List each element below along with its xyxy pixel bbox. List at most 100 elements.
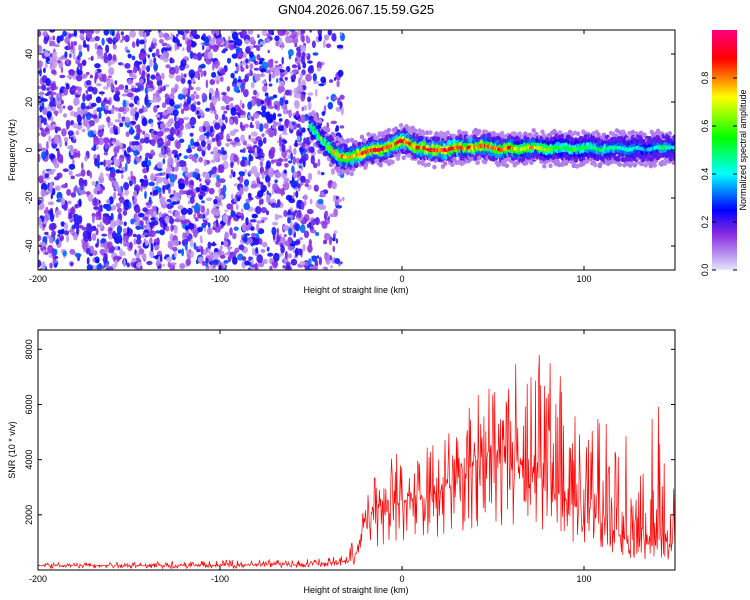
- noise-cell: [42, 169, 46, 177]
- noise-cell: [306, 208, 314, 215]
- noise-cell: [38, 98, 41, 102]
- noise-cell: [43, 67, 46, 74]
- noise-cell: [221, 147, 225, 152]
- signal-cell: [317, 118, 323, 124]
- noise-cell: [174, 218, 181, 223]
- noise-cell: [193, 156, 197, 163]
- noise-cell: [180, 59, 187, 67]
- noise-cell: [142, 232, 149, 236]
- noise-cell: [115, 218, 121, 227]
- noise-cell: [192, 171, 198, 179]
- noise-cell: [150, 173, 155, 182]
- noise-cell: [106, 241, 113, 249]
- signal-cell: [517, 131, 522, 137]
- signal-cell: [531, 128, 536, 133]
- noise-cell: [190, 138, 195, 147]
- noise-cell: [159, 196, 166, 205]
- noise-cell: [131, 55, 136, 61]
- noise-cell: [300, 175, 306, 183]
- noise-cell: [212, 44, 219, 52]
- noise-cell: [287, 209, 292, 216]
- noise-cell: [169, 98, 175, 107]
- noise-cell: [231, 193, 234, 200]
- colorbar: 0.00.20.40.60.8 Normalized spectral ampl…: [700, 30, 748, 276]
- noise-cell: [62, 105, 66, 109]
- noise-cell: [108, 160, 113, 164]
- noise-cell: [95, 96, 102, 104]
- noise-cell: [80, 102, 86, 110]
- noise-cell: [293, 34, 297, 38]
- signal-cell: [450, 162, 455, 168]
- noise-cell: [38, 60, 43, 68]
- noise-cell: [265, 160, 271, 170]
- noise-cell: [292, 156, 296, 165]
- noise-cell: [135, 238, 142, 245]
- noise-cell: [329, 79, 334, 83]
- noise-cell: [267, 59, 274, 68]
- noise-cell: [118, 84, 125, 90]
- noise-cell: [40, 188, 46, 197]
- noise-cell: [160, 72, 165, 80]
- noise-cell: [206, 208, 210, 216]
- noise-cell: [189, 36, 194, 40]
- noise-cell: [77, 69, 83, 76]
- noise-cell: [44, 127, 50, 133]
- noise-cell: [154, 216, 158, 221]
- noise-cell: [313, 184, 319, 192]
- noise-cell: [73, 41, 77, 46]
- noise-cell: [244, 260, 251, 266]
- signal-cell: [563, 161, 569, 166]
- noise-cell: [144, 190, 147, 200]
- noise-cell: [320, 172, 325, 176]
- noise-cell: [162, 158, 166, 165]
- noise-cell: [164, 215, 170, 224]
- noise-cell: [120, 62, 124, 66]
- noise-cell: [200, 140, 206, 148]
- noise-cell: [297, 209, 302, 219]
- noise-cell: [143, 175, 148, 179]
- noise-cell: [39, 105, 43, 113]
- signal-cell: [667, 131, 672, 136]
- noise-cell: [196, 101, 201, 106]
- noise-cell: [157, 187, 162, 194]
- noise-cell: [123, 182, 130, 191]
- noise-cell: [218, 194, 224, 200]
- noise-cell: [153, 105, 158, 113]
- noise-cell: [190, 198, 195, 204]
- noise-cell: [278, 157, 283, 164]
- noise-cell: [173, 174, 178, 178]
- noise-cell: [44, 52, 49, 57]
- noise-cell: [58, 93, 61, 102]
- noise-cell: [122, 35, 125, 41]
- noise-cell: [83, 30, 90, 34]
- noise-cell: [298, 77, 301, 86]
- noise-cell: [165, 140, 168, 148]
- noise-cell: [101, 233, 108, 237]
- noise-cell: [223, 110, 228, 114]
- y-tick-label: 6000: [24, 394, 34, 414]
- noise-cell: [142, 225, 148, 229]
- noise-cell: [223, 260, 229, 264]
- noise-cell: [208, 187, 215, 195]
- noise-cell: [63, 113, 67, 118]
- signal-cell: [586, 145, 591, 150]
- noise-cell: [139, 39, 145, 45]
- colorbar-tick-label: 0.0: [700, 264, 710, 277]
- signal-cell: [497, 161, 502, 167]
- noise-cell: [339, 31, 343, 36]
- noise-cell: [43, 117, 47, 126]
- noise-cell: [180, 77, 186, 84]
- noise-cell: [300, 201, 305, 211]
- noise-cell: [87, 130, 95, 138]
- noise-cell: [335, 124, 340, 132]
- y-tick-label: 4000: [24, 450, 34, 470]
- noise-cell: [114, 236, 121, 244]
- noise-cell: [274, 104, 278, 110]
- noise-cell: [275, 40, 280, 47]
- noise-cell: [310, 229, 317, 234]
- noise-cell: [186, 258, 192, 266]
- noise-cell: [300, 154, 307, 162]
- noise-cell: [273, 67, 281, 77]
- noise-cell: [115, 32, 121, 41]
